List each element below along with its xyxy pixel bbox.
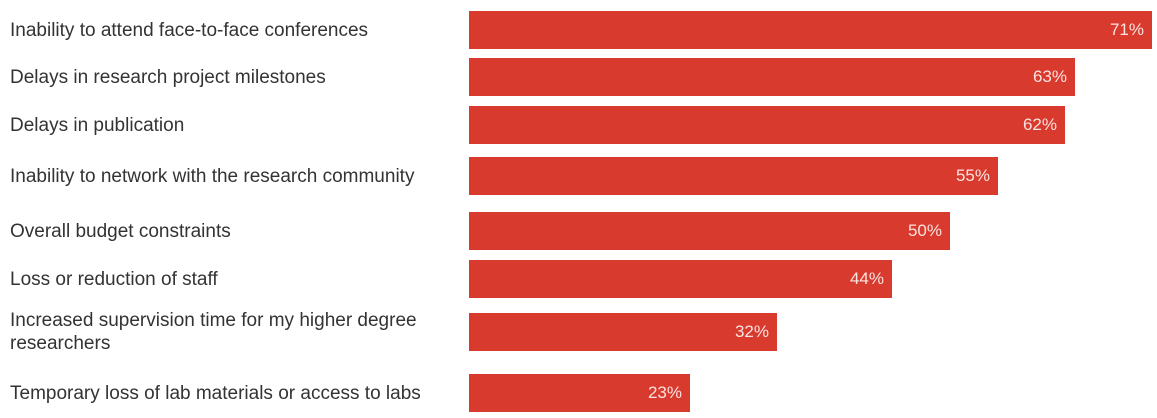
bar: 71% xyxy=(469,11,1152,49)
bar: 63% xyxy=(469,58,1075,96)
data-label: 71% xyxy=(1109,20,1144,39)
bar: 55% xyxy=(469,157,998,195)
data-label: 32% xyxy=(734,322,769,341)
data-label: 44% xyxy=(849,269,884,288)
bar: 32% xyxy=(469,313,777,351)
category-label: Delays in research project milestones xyxy=(10,66,326,88)
bar: 44% xyxy=(469,260,892,298)
category-label: Increased supervision time for my higher… xyxy=(10,310,417,354)
data-label: 55% xyxy=(955,166,990,185)
bar: 62% xyxy=(469,106,1065,144)
category-label: Temporary loss of lab materials or acces… xyxy=(10,382,421,404)
bar: 23% xyxy=(469,374,690,412)
data-label: 23% xyxy=(647,383,682,402)
category-label: Delays in publication xyxy=(10,114,185,136)
category-label: Inability to network with the research c… xyxy=(10,165,415,187)
data-label: 50% xyxy=(907,221,942,240)
data-label: 62% xyxy=(1022,115,1057,134)
data-label: 63% xyxy=(1032,67,1067,86)
category-label: Overall budget constraints xyxy=(10,220,231,242)
category-label: Inability to attend face-to-face confere… xyxy=(10,19,369,41)
bar: 50% xyxy=(469,212,950,250)
category-label: Loss or reduction of staff xyxy=(10,268,218,290)
